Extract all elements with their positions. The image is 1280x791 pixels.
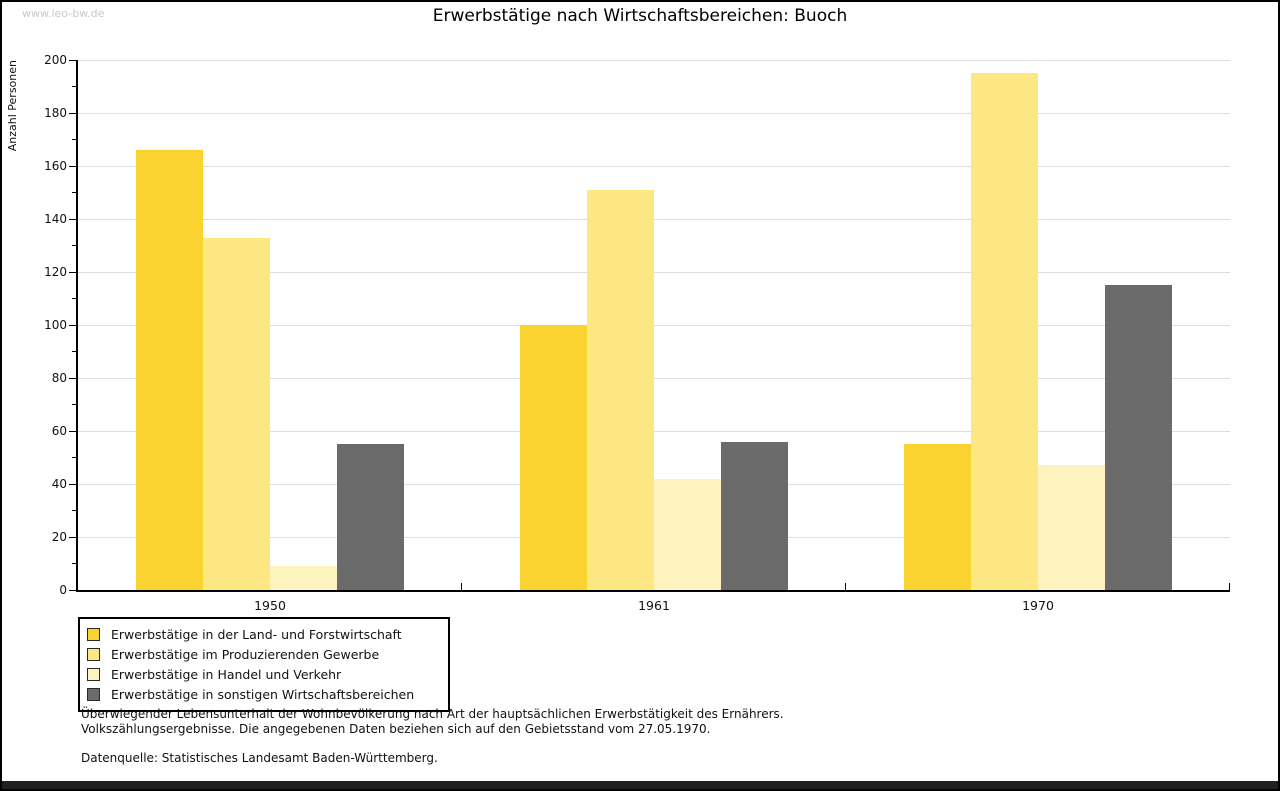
gridline xyxy=(78,271,1230,273)
y-major-tick xyxy=(69,589,76,591)
bar xyxy=(520,325,587,590)
y-tick-label: 100 xyxy=(44,318,67,332)
y-minor-tick xyxy=(72,245,76,246)
legend: Erwerbstätige in der Land- und Forstwirt… xyxy=(78,617,450,712)
legend-swatch xyxy=(87,627,100,641)
y-major-tick xyxy=(69,324,76,326)
x-tick xyxy=(1229,583,1230,590)
legend-label: Erwerbstätige in Handel und Verkehr xyxy=(111,666,342,682)
y-major-tick xyxy=(69,377,76,379)
y-tick-label: 40 xyxy=(51,477,67,491)
x-tick xyxy=(845,583,846,590)
y-major-tick xyxy=(69,536,76,538)
y-major-tick xyxy=(69,218,76,220)
y-tick-label: 80 xyxy=(51,371,67,385)
y-minor-tick xyxy=(72,404,76,405)
bar xyxy=(587,189,654,590)
legend-label: Erwerbstätige in sonstigen Wirtschaftsbe… xyxy=(111,686,415,702)
y-major-tick xyxy=(69,59,76,61)
y-tick-label: 180 xyxy=(44,106,67,120)
y-axis-label: Anzahl Personen xyxy=(6,60,19,152)
site-watermark: www.leo-bw.de xyxy=(22,7,105,20)
footnote-line-1: Überwiegender Lebensunterhalt der Wohnbe… xyxy=(81,707,784,721)
y-minor-tick xyxy=(72,192,76,193)
plot-area: 0 20 40 60 80 100 120 140 160 180 200 1950 1961 1970 xyxy=(44,53,1230,613)
x-category-label: 1950 xyxy=(254,598,286,613)
legend-item: Erwerbstätige in sonstigen Wirtschaftsbe… xyxy=(87,684,440,704)
y-minor-tick xyxy=(72,298,76,299)
gridline xyxy=(78,218,1230,220)
legend-item: Erwerbstätige im Produzierenden Gewerbe xyxy=(87,644,440,664)
bottom-frame-bar xyxy=(2,781,1278,789)
y-tick-label: 140 xyxy=(44,212,67,226)
legend-swatch xyxy=(87,667,100,681)
y-minor-tick xyxy=(72,457,76,458)
bar xyxy=(337,444,404,590)
chart-title: Erwerbstätige nach Wirtschaftsbereichen:… xyxy=(432,6,848,26)
bar xyxy=(904,444,971,590)
gridline xyxy=(78,59,1230,61)
bar xyxy=(971,73,1038,590)
footnote-text: Überwiegender Lebensunterhalt der Wohnbe… xyxy=(81,707,784,736)
y-major-tick xyxy=(69,271,76,273)
bar xyxy=(136,150,203,590)
y-minor-tick xyxy=(72,563,76,564)
bar xyxy=(270,566,337,590)
bar xyxy=(203,237,270,590)
legend-swatch xyxy=(87,687,100,701)
gridline xyxy=(78,377,1230,379)
gridline xyxy=(78,430,1230,432)
y-minor-tick xyxy=(72,86,76,87)
y-major-tick xyxy=(69,112,76,114)
x-category-label: 1970 xyxy=(1022,598,1054,613)
footnote-line-2: Volkszählungsergebnisse. Die angegebenen… xyxy=(81,721,711,736)
bar xyxy=(1038,465,1105,590)
y-major-tick xyxy=(69,430,76,432)
y-tick-label: 60 xyxy=(51,424,67,438)
y-major-tick xyxy=(69,483,76,485)
y-tick-label: 120 xyxy=(44,265,67,279)
legend-label: Erwerbstätige in der Land- und Forstwirt… xyxy=(111,626,402,642)
y-tick-label: 200 xyxy=(44,53,67,67)
y-minor-tick xyxy=(72,510,76,511)
legend-swatch xyxy=(87,647,100,661)
bar xyxy=(721,441,788,590)
gridline xyxy=(78,165,1230,167)
gridline xyxy=(78,324,1230,326)
y-tick-label: 160 xyxy=(44,159,67,173)
data-source-text: Datenquelle: Statistisches Landesamt Bad… xyxy=(81,751,438,765)
legend-item: Erwerbstätige in Handel und Verkehr xyxy=(87,664,440,684)
x-category-label: 1961 xyxy=(638,598,670,613)
gridline xyxy=(78,112,1230,114)
legend-item: Erwerbstätige in der Land- und Forstwirt… xyxy=(87,624,440,644)
legend-label: Erwerbstätige im Produzierenden Gewerbe xyxy=(111,646,380,662)
y-major-tick xyxy=(69,165,76,167)
y-minor-tick xyxy=(72,139,76,140)
bar xyxy=(654,478,721,590)
y-minor-tick xyxy=(72,351,76,352)
x-tick xyxy=(461,583,462,590)
y-tick-label: 0 xyxy=(59,583,67,597)
y-tick-label: 20 xyxy=(51,530,67,544)
bar xyxy=(1105,285,1172,590)
